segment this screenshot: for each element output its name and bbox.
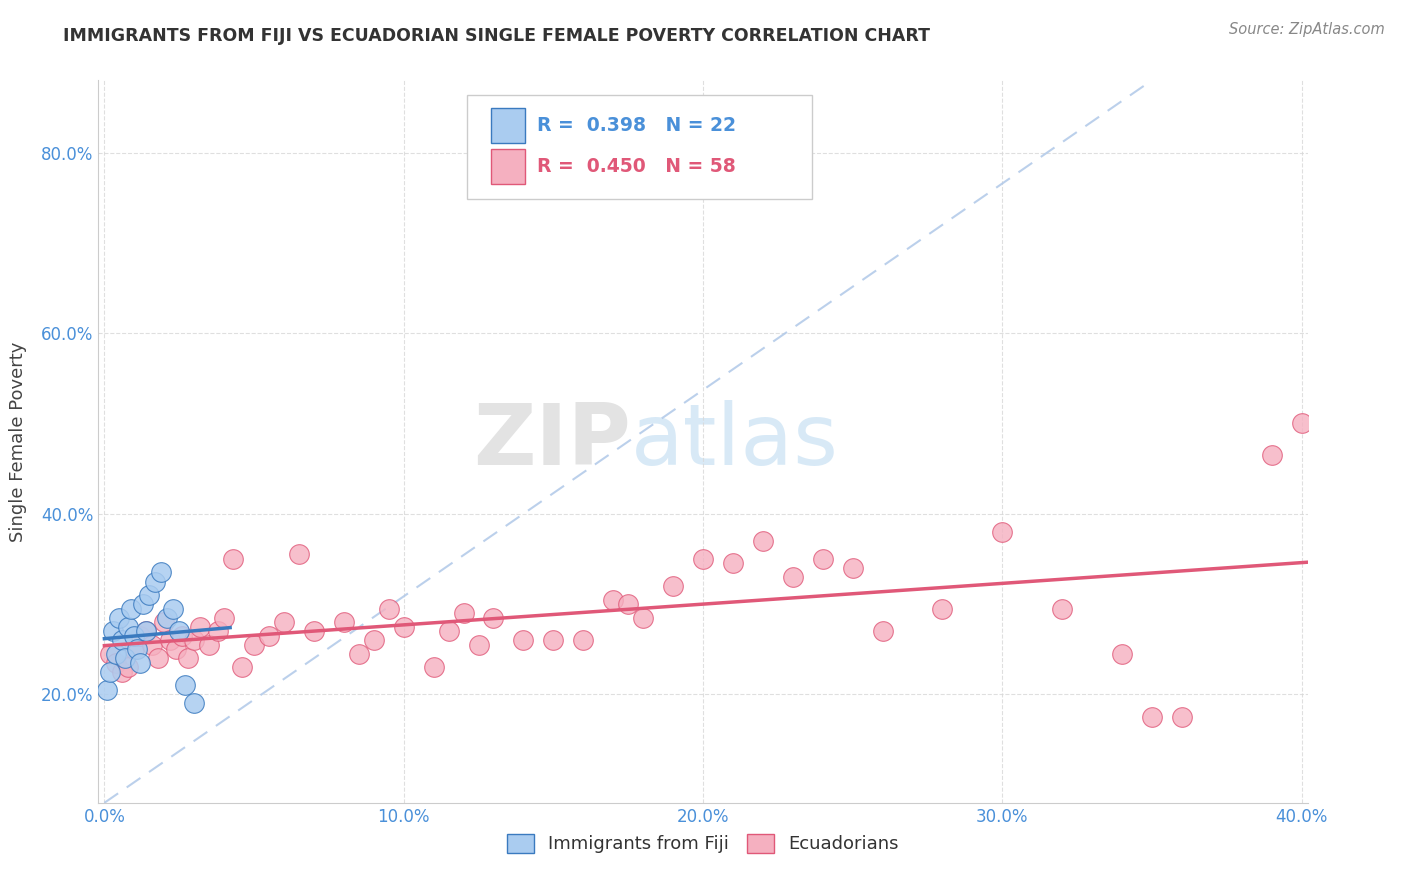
Point: [1140, 710, 1163, 724]
Point: [132, 597, 155, 611]
Point: [1050, 601, 1073, 615]
Point: [437, 624, 460, 639]
Point: [222, 552, 245, 566]
Point: [188, 620, 211, 634]
Point: [872, 624, 894, 639]
Point: [662, 579, 685, 593]
Point: [172, 629, 194, 643]
Point: [111, 665, 134, 679]
Point: [129, 656, 152, 670]
Point: [129, 629, 152, 643]
Point: [165, 642, 187, 657]
Point: [243, 638, 266, 652]
Point: [782, 570, 804, 584]
Point: [117, 660, 139, 674]
Point: [111, 633, 134, 648]
Point: [198, 638, 221, 652]
Point: [100, 665, 122, 679]
Point: [103, 624, 125, 639]
Point: [138, 588, 160, 602]
Point: [363, 633, 385, 648]
Point: [148, 651, 170, 665]
Point: [543, 633, 565, 648]
Point: [377, 601, 399, 615]
Point: [156, 610, 179, 624]
Text: Source: ZipAtlas.com: Source: ZipAtlas.com: [1229, 22, 1385, 37]
Point: [617, 597, 640, 611]
Point: [302, 624, 325, 639]
Point: [1111, 647, 1133, 661]
Point: [153, 615, 176, 630]
Point: [257, 629, 280, 643]
Point: [231, 660, 253, 674]
Point: [96, 682, 118, 697]
Point: [124, 642, 146, 657]
FancyBboxPatch shape: [467, 95, 811, 200]
Point: [100, 647, 122, 661]
Y-axis label: Single Female Poverty: Single Female Poverty: [10, 342, 27, 541]
Text: atlas: atlas: [630, 400, 838, 483]
Point: [512, 633, 534, 648]
Point: [135, 624, 157, 639]
FancyBboxPatch shape: [492, 149, 526, 184]
Point: [105, 647, 128, 661]
Point: [288, 548, 311, 562]
Point: [333, 615, 356, 630]
Point: [482, 610, 505, 624]
Point: [143, 574, 166, 589]
Point: [177, 651, 200, 665]
Point: [212, 610, 235, 624]
Point: [811, 552, 834, 566]
Text: ZIP: ZIP: [472, 400, 630, 483]
Text: R =  0.450   N = 58: R = 0.450 N = 58: [537, 157, 737, 176]
Point: [752, 533, 775, 548]
Point: [183, 697, 205, 711]
Point: [931, 601, 953, 615]
Point: [141, 638, 163, 652]
Legend: Immigrants from Fiji, Ecuadorians: Immigrants from Fiji, Ecuadorians: [498, 825, 908, 863]
Point: [991, 524, 1014, 539]
Point: [108, 610, 131, 624]
Point: [572, 633, 595, 648]
FancyBboxPatch shape: [492, 109, 526, 143]
Point: [174, 678, 197, 692]
Text: IMMIGRANTS FROM FIJI VS ECUADORIAN SINGLE FEMALE POVERTY CORRELATION CHART: IMMIGRANTS FROM FIJI VS ECUADORIAN SINGL…: [63, 27, 931, 45]
Point: [114, 651, 136, 665]
Point: [347, 647, 370, 661]
Point: [1260, 448, 1282, 462]
Point: [392, 620, 415, 634]
Point: [273, 615, 295, 630]
Point: [207, 624, 229, 639]
Point: [127, 642, 149, 657]
Point: [120, 601, 142, 615]
Point: [422, 660, 444, 674]
Point: [183, 633, 205, 648]
Point: [124, 629, 146, 643]
Point: [162, 601, 184, 615]
Point: [453, 606, 475, 620]
Point: [721, 557, 744, 571]
Point: [105, 656, 128, 670]
Point: [1171, 710, 1194, 724]
Point: [135, 624, 157, 639]
Text: R =  0.398   N = 22: R = 0.398 N = 22: [537, 116, 737, 136]
Point: [602, 592, 624, 607]
Point: [117, 620, 139, 634]
Point: [159, 633, 181, 648]
Point: [150, 566, 173, 580]
Point: [1291, 417, 1313, 431]
Point: [841, 561, 863, 575]
Point: [631, 610, 654, 624]
Point: [467, 638, 489, 652]
Point: [167, 624, 190, 639]
Point: [692, 552, 714, 566]
